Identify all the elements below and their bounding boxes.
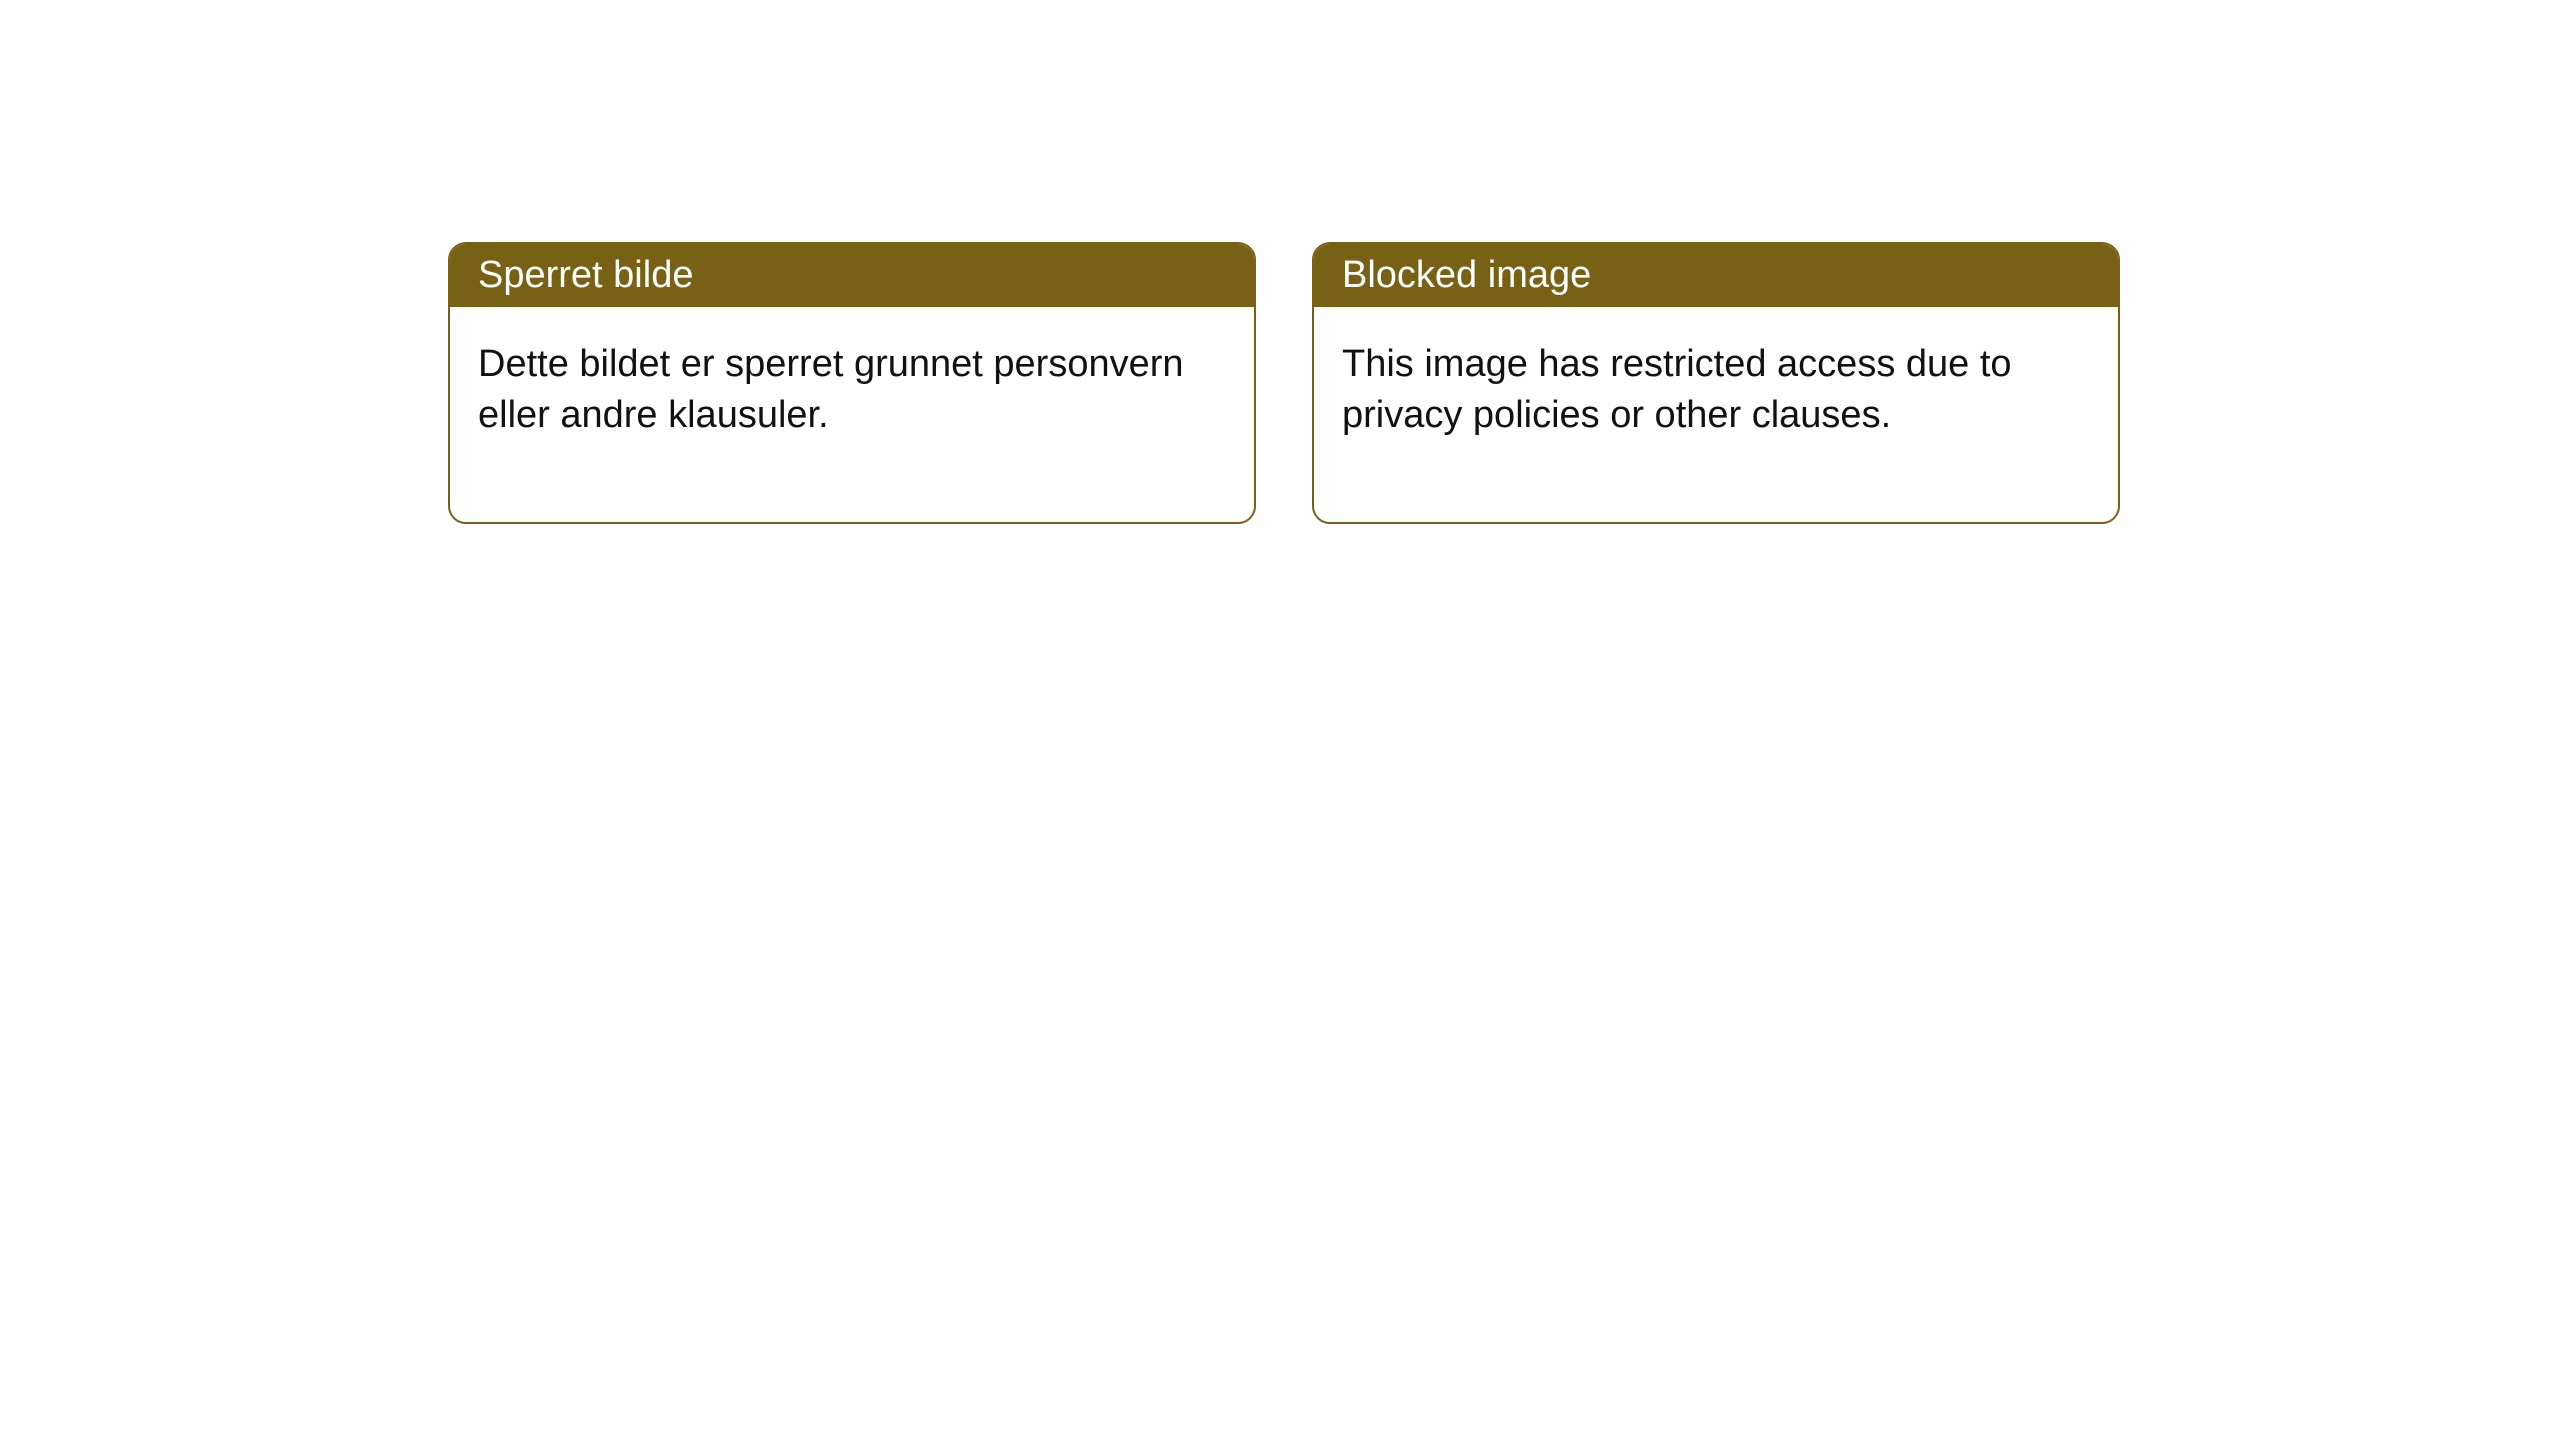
notice-card-title: Sperret bilde xyxy=(450,244,1254,307)
notice-card-english: Blocked image This image has restricted … xyxy=(1312,242,2120,524)
notice-card-body: This image has restricted access due to … xyxy=(1314,307,2118,522)
notice-container: Sperret bilde Dette bildet er sperret gr… xyxy=(0,0,2560,524)
notice-card-title: Blocked image xyxy=(1314,244,2118,307)
notice-card-body: Dette bildet er sperret grunnet personve… xyxy=(450,307,1254,522)
notice-card-norwegian: Sperret bilde Dette bildet er sperret gr… xyxy=(448,242,1256,524)
